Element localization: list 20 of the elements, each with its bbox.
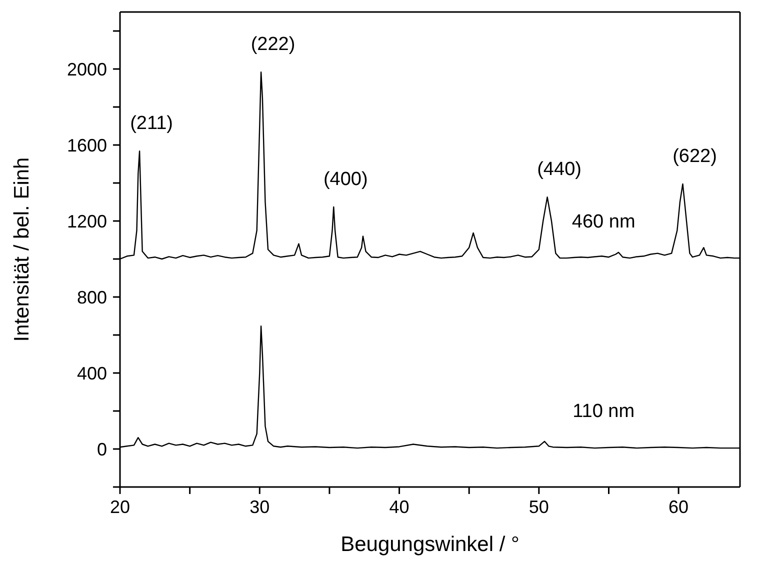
series-label: 460 nm <box>572 212 636 233</box>
y-tick-label: 1600 <box>66 135 107 156</box>
y-tick-label: 400 <box>76 363 107 384</box>
x-tick-label: 50 <box>528 496 549 517</box>
x-tick-label: 20 <box>110 496 130 517</box>
annotation: (400) <box>323 168 368 190</box>
series-label: 110 nm <box>572 400 635 422</box>
annotation: (211) <box>130 113 174 134</box>
annotation: (622) <box>672 146 717 167</box>
y-tick-label: 0 <box>96 439 107 460</box>
x-tick-label: 40 <box>389 496 410 517</box>
y-tick-label: 2000 <box>66 59 107 80</box>
y-tick-label: 800 <box>76 287 107 308</box>
x-tick-label: 30 <box>250 496 270 517</box>
annotation: (440) <box>537 159 582 180</box>
y-tick-label: 1200 <box>66 211 107 232</box>
annotation: (222) <box>250 34 296 56</box>
y-axis-title: Intensität / bel. Einh <box>10 157 34 342</box>
x-tick-label: 60 <box>668 496 689 517</box>
x-axis-title: Beugungswinkel / ° <box>340 533 520 556</box>
